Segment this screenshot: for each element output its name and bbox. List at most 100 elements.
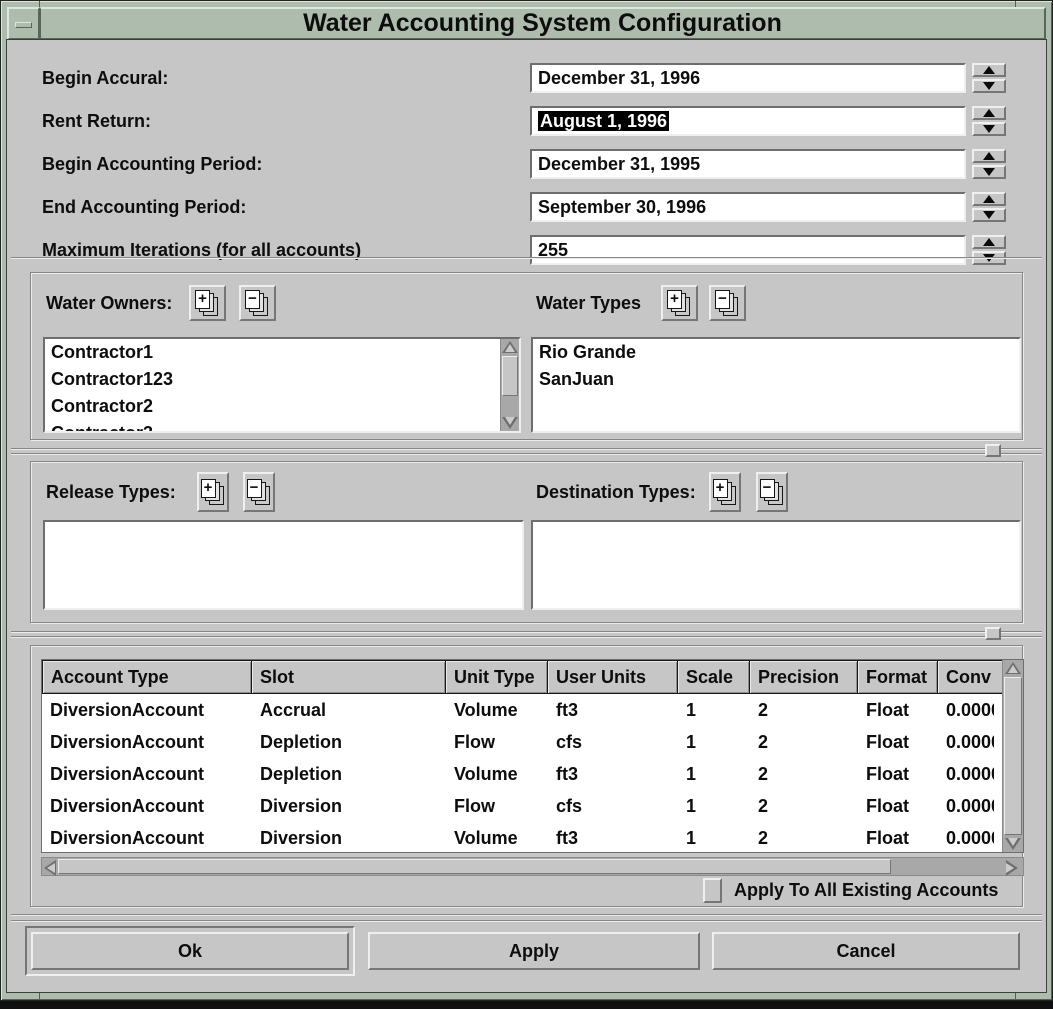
cell-account-type: DiversionAccount bbox=[50, 796, 205, 816]
value-field[interactable]: December 31, 1996 bbox=[530, 63, 966, 93]
title-bar[interactable]: Water Accounting System Configuration bbox=[40, 7, 1046, 40]
table-row[interactable]: DiversionAccount Depletion Flow cfs 1 2 … bbox=[42, 726, 1004, 758]
water-types-add-button[interactable]: + bbox=[661, 285, 698, 321]
water-owners-remove-button[interactable]: − bbox=[239, 285, 276, 321]
cell-unit-type: Flow bbox=[454, 732, 495, 752]
list-item[interactable]: Contractor123 bbox=[51, 369, 174, 389]
spinner-down-button[interactable] bbox=[972, 165, 1006, 179]
table-horizontal-scrollbar[interactable] bbox=[41, 857, 1024, 876]
water-owners-list[interactable]: Contractor1 Contractor123 Contractor2 Contr… bbox=[43, 337, 521, 433]
water-owners-types-panel: Water Owners: + − Water Types + − Co bbox=[30, 272, 1023, 440]
apply-all-checkbox[interactable] bbox=[703, 878, 722, 903]
cell-user-units: ft3 bbox=[556, 764, 578, 784]
spinner-up-button[interactable] bbox=[972, 149, 1006, 163]
column-header[interactable]: Precision bbox=[750, 660, 858, 694]
column-header[interactable]: Format bbox=[858, 660, 938, 694]
table-body: DiversionAccount Accrual Volume ft3 1 2 … bbox=[42, 694, 1004, 854]
spinner-down-button[interactable] bbox=[972, 208, 1006, 222]
add-pages-icon: + bbox=[712, 479, 738, 505]
cell-user-units: cfs bbox=[556, 796, 583, 816]
spinner-up-button[interactable] bbox=[972, 192, 1006, 206]
cell-precision: 2 bbox=[758, 796, 769, 816]
cell-slot: Diversion bbox=[260, 828, 343, 848]
value-field[interactable]: September 30, 1996 bbox=[530, 192, 966, 222]
release-destination-panel: Release Types: + − Destination Types: + … bbox=[30, 461, 1023, 623]
scroll-down-icon[interactable] bbox=[1005, 837, 1021, 850]
release-types-label: Release Types: bbox=[46, 482, 176, 502]
cell-conversion: 0.0000 bbox=[946, 700, 994, 720]
release-types-list[interactable] bbox=[43, 520, 524, 610]
apply-all-row: Apply To All Existing Accounts bbox=[31, 878, 1022, 904]
spinner-down-button[interactable] bbox=[972, 79, 1006, 93]
scroll-up-icon[interactable] bbox=[1005, 662, 1021, 675]
destination-types-list[interactable] bbox=[531, 520, 1021, 610]
cell-precision: 2 bbox=[758, 828, 769, 848]
spinner bbox=[972, 235, 1006, 265]
frame-notch bbox=[1015, 992, 1016, 1000]
form-row: Begin Accural: December 31, 1996 bbox=[7, 63, 1046, 93]
list-item[interactable]: SanJuan bbox=[539, 369, 615, 389]
table-vertical-scrollbar[interactable] bbox=[1002, 660, 1023, 852]
list-item[interactable]: Contractor3 bbox=[51, 423, 154, 433]
scrollbar-thumb[interactable] bbox=[502, 356, 518, 396]
value-field[interactable]: 255 bbox=[530, 235, 966, 265]
water-owners-add-button[interactable]: + bbox=[189, 285, 226, 321]
ok-button[interactable]: Ok bbox=[31, 932, 349, 970]
column-header[interactable]: User Units bbox=[548, 660, 678, 694]
pane-separator bbox=[11, 636, 1042, 638]
scroll-up-icon[interactable] bbox=[502, 341, 518, 354]
minimize-icon bbox=[15, 22, 32, 28]
scrollbar-thumb[interactable] bbox=[58, 859, 891, 874]
scroll-left-icon[interactable] bbox=[44, 860, 60, 876]
cell-user-units: ft3 bbox=[556, 828, 578, 848]
cell-conversion: 0.0000 bbox=[946, 764, 994, 784]
release-types-add-button[interactable]: + bbox=[197, 472, 229, 512]
table-row[interactable]: DiversionAccount Diversion Volume ft3 1 … bbox=[42, 822, 1004, 854]
spinner-up-button[interactable] bbox=[972, 106, 1006, 120]
release-types-remove-button[interactable]: − bbox=[243, 472, 275, 512]
add-pages-icon: + bbox=[667, 290, 692, 316]
scroll-right-icon[interactable] bbox=[1005, 860, 1021, 876]
frame-notch bbox=[39, 1, 40, 7]
cell-conversion: 0.0000 bbox=[946, 796, 994, 816]
spinner-up-button[interactable] bbox=[972, 235, 1006, 249]
window-menu-button[interactable] bbox=[7, 7, 40, 40]
table-row[interactable]: DiversionAccount Diversion Flow cfs 1 2 … bbox=[42, 790, 1004, 822]
add-pages-icon: + bbox=[195, 290, 220, 316]
account-table-panel: Account Type Slot Unit Type User Units Scale… bbox=[30, 645, 1024, 907]
destination-types-add-button[interactable]: + bbox=[709, 472, 741, 512]
spinner-down-button[interactable] bbox=[972, 122, 1006, 136]
column-header[interactable]: Scale bbox=[678, 660, 750, 694]
column-header[interactable]: Slot bbox=[252, 660, 446, 694]
scrollbar-thumb[interactable] bbox=[1004, 677, 1022, 835]
spinner bbox=[972, 106, 1006, 136]
cell-unit-type: Volume bbox=[454, 828, 518, 848]
cell-account-type: DiversionAccount bbox=[50, 764, 205, 784]
destination-types-remove-button[interactable]: − bbox=[756, 472, 788, 512]
list-item[interactable]: Rio Grande bbox=[539, 342, 637, 362]
column-header[interactable]: Conv bbox=[938, 660, 1004, 694]
column-header[interactable]: Unit Type bbox=[446, 660, 548, 694]
field-value: 255 bbox=[538, 240, 569, 260]
list-item[interactable]: Contractor1 bbox=[51, 342, 154, 362]
form-row: End Accounting Period: September 30, 199… bbox=[7, 192, 1046, 222]
scroll-down-icon[interactable] bbox=[502, 416, 518, 429]
remove-pages-icon: − bbox=[715, 290, 740, 316]
column-header[interactable]: Account Type bbox=[42, 660, 252, 694]
value-field[interactable]: August 1, 1996 bbox=[530, 106, 966, 136]
water-types-remove-button[interactable]: − bbox=[709, 285, 746, 321]
cell-precision: 2 bbox=[758, 764, 769, 784]
spinner-up-button[interactable] bbox=[972, 63, 1006, 77]
list-item[interactable]: Contractor2 bbox=[51, 396, 154, 416]
cancel-button[interactable]: Cancel bbox=[712, 932, 1020, 970]
value-field[interactable]: December 31, 1995 bbox=[530, 149, 966, 179]
separator bbox=[11, 920, 1042, 922]
table-row[interactable]: DiversionAccount Depletion Volume ft3 1 … bbox=[42, 758, 1004, 790]
water-owners-scrollbar[interactable] bbox=[500, 339, 519, 431]
pane-sash-handle[interactable] bbox=[985, 627, 1001, 640]
apply-button[interactable]: Apply bbox=[368, 932, 700, 970]
pane-sash-handle[interactable] bbox=[985, 444, 1001, 457]
cell-account-type: DiversionAccount bbox=[50, 828, 205, 848]
water-types-list[interactable]: Rio Grande SanJuan bbox=[531, 337, 1021, 433]
table-row[interactable]: DiversionAccount Accrual Volume ft3 1 2 … bbox=[42, 694, 1004, 726]
